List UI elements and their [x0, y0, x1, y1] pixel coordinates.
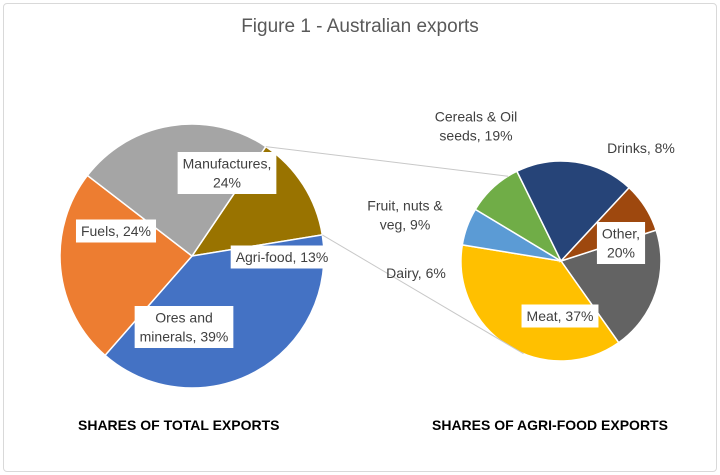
pie1-label-fuels-line1: Fuels, 24% [81, 223, 151, 239]
pie2-label-drinks: Drinks, 8% [607, 140, 675, 156]
pie2-label-fruit: Fruit, nuts & veg, 9% [367, 198, 443, 233]
pie2-label-drinks-line1: Drinks, 8% [607, 140, 675, 156]
pie1-slice-agri [190, 145, 324, 258]
pie2-slice-cereals [515, 160, 631, 263]
pie1-label-agri-box [230, 245, 334, 269]
pie1-label-ores-box [134, 306, 234, 348]
pie2-label-cereals-line2: seeds, 19% [439, 128, 512, 144]
figure-title: Figure 1 - Australian exports [241, 16, 479, 37]
pie1-label-manufactures-line1: Manufactures, [183, 156, 272, 172]
pie2-label-cereals-line1: Cereals & Oil [435, 109, 517, 125]
pie2-label-other: Other, 20% [596, 222, 646, 264]
pie2-label-meat-box [521, 304, 599, 328]
pie2-label-dairy: Dairy, 6% [386, 265, 446, 281]
pie1-label-agri-line1: Agri-food, 13% [236, 249, 329, 265]
pie1-label-ores: Ores and minerals, 39% [134, 306, 234, 348]
pie2-label-other-line2: 20% [607, 245, 635, 261]
pie2-label-other-line1: Other, [602, 226, 640, 242]
pie2-label-other-box [596, 222, 646, 264]
pie1-label-ores-line1: Ores and [155, 310, 213, 326]
total-exports-subtitle: SHARES OF TOTAL EXPORTS [78, 417, 280, 433]
pie2-label-cereals: Cereals & Oil seeds, 19% [435, 109, 517, 144]
pie1-label-agri: Agri-food, 13% [230, 245, 334, 269]
pie1-label-fuels-box [75, 219, 157, 243]
pie1-label-ores-line2: minerals, 39% [140, 329, 229, 345]
connector-line-top [265, 146, 509, 177]
pie2-label-fruit-line1: Fruit, nuts & [367, 198, 443, 214]
pie1-label-manufactures-box [177, 152, 277, 194]
pie2-label-meat-line1: Meat, 37% [527, 308, 594, 324]
pie1-label-fuels: Fuels, 24% [75, 219, 157, 243]
pie2-slice-meat [460, 244, 620, 362]
pie1-label-manufactures: Manufactures, 24% [177, 152, 277, 194]
pie2-label-meat: Meat, 37% [521, 304, 599, 328]
pie2-label-dairy-line1: Dairy, 6% [386, 265, 446, 281]
pie2-label-fruit-line2: veg, 9% [380, 217, 431, 233]
connector-line-bottom [322, 234, 524, 355]
pie1-label-manufactures-line2: 24% [213, 175, 241, 191]
agri-food-subtitle: SHARES OF AGRI-FOOD EXPORTS [432, 417, 668, 433]
